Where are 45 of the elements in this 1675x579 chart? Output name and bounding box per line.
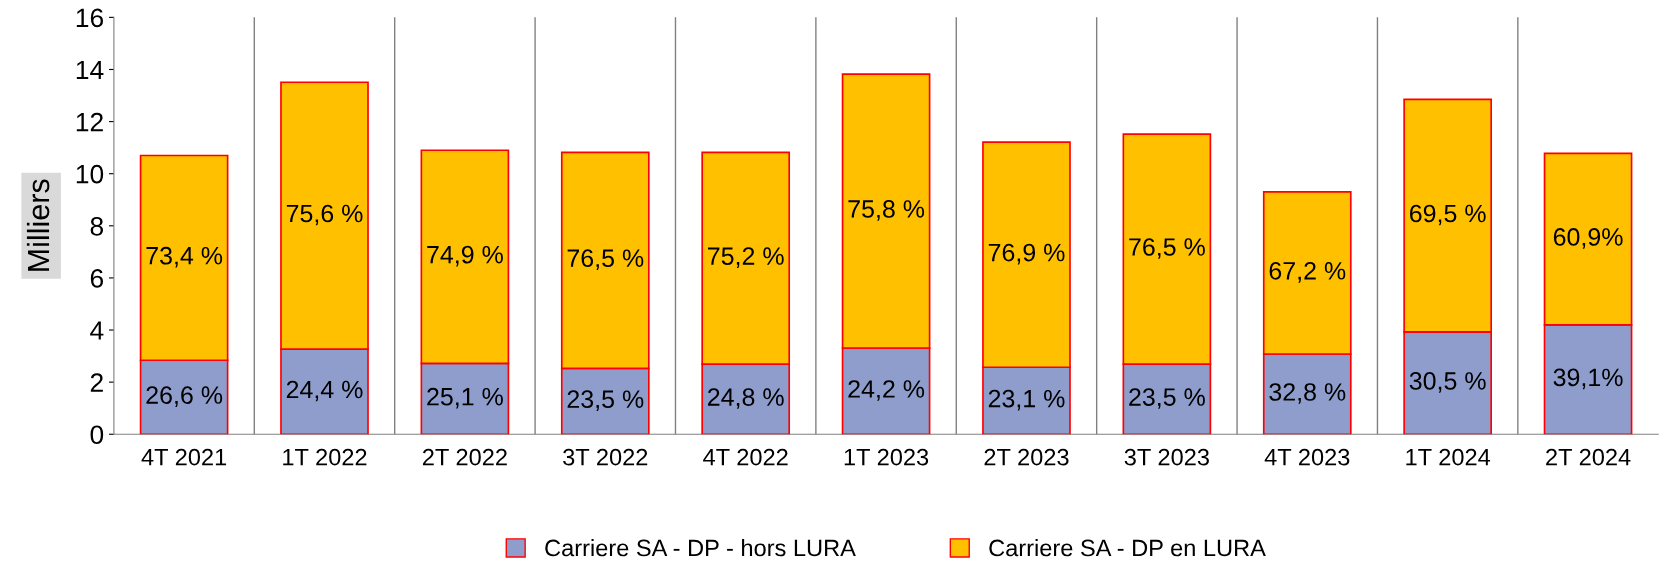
x-tick-label: 4T 2021: [141, 448, 227, 466]
y-tick-label: 8: [90, 216, 104, 236]
annotation: 23,5 %: [1129, 388, 1205, 409]
x-tick-label: 4T 2022: [703, 448, 788, 466]
annotation: 26,6 %: [146, 386, 223, 407]
y-tick-label: 4: [90, 321, 104, 340]
x-tick-label: 2T 2024: [1546, 448, 1631, 466]
x-tick-label: 2T 2022: [422, 448, 507, 466]
y-axis-title: Milliers: [26, 179, 50, 271]
annotation: 24,2 %: [848, 380, 925, 401]
annotation: 30,5 %: [1409, 372, 1486, 393]
annotation: 74,9 %: [427, 245, 503, 267]
annotation: 32,8 %: [1269, 383, 1346, 404]
x-tick-label: 1T 2024: [1406, 448, 1491, 466]
x-tick-label: 3T 2023: [1124, 448, 1209, 466]
annotation: 23,5 %: [567, 390, 644, 411]
annotation: 69,5 %: [1410, 204, 1486, 226]
y-tick-label: 2: [90, 373, 103, 392]
y-tick-label: 0: [90, 425, 104, 445]
y-tick-label: 14: [76, 60, 104, 80]
legend-label: Carriere SA - DP en LURA: [989, 539, 1266, 557]
annotation: 67,2 %: [1269, 261, 1346, 283]
y-tick-label: 6: [90, 269, 104, 288]
annotation: 39,1%: [1553, 368, 1623, 390]
x-tick-label: 1T 2022: [283, 448, 367, 466]
annotation: 76,5 %: [1129, 238, 1205, 259]
x-tick-label: 4T 2023: [1264, 448, 1350, 466]
annotation: 60,9%: [1553, 228, 1623, 249]
x-tick-label: 3T 2022: [563, 448, 648, 466]
annotation: 75,2 %: [708, 247, 784, 268]
legend-label: Carriere SA - DP - hors LURA: [545, 539, 856, 557]
y-tick-label: 12: [76, 112, 103, 132]
y-tick-label: 10: [76, 164, 104, 184]
x-tick-label: 1T 2023: [844, 448, 929, 466]
annotation: 24,4 %: [286, 380, 363, 402]
annotation: 24,8 %: [708, 388, 784, 409]
annotation: 23,1 %: [988, 389, 1065, 411]
annotation: 76,5 %: [567, 249, 644, 270]
annotation: 76,9 %: [988, 243, 1065, 265]
annotation: 25,1 %: [427, 387, 503, 409]
annotation: 75,8 %: [848, 200, 925, 221]
y-tick-label: 16: [76, 8, 104, 28]
annotation: 75,6 %: [286, 204, 363, 226]
x-tick-label: 2T 2023: [984, 448, 1069, 466]
annotation: 73,4 %: [146, 246, 223, 268]
